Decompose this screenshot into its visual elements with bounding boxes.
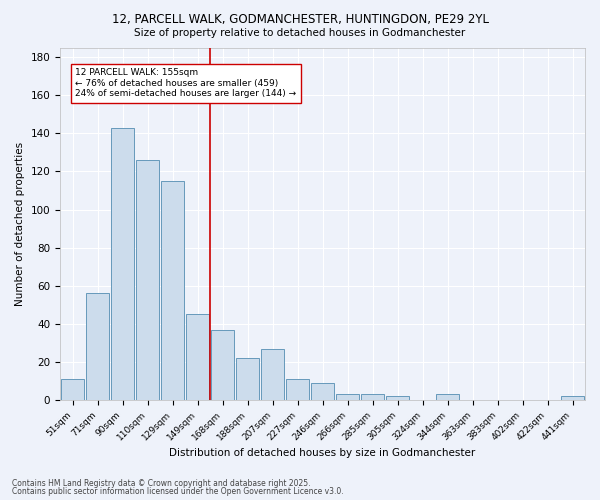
Bar	[161, 181, 184, 400]
Text: Size of property relative to detached houses in Godmanchester: Size of property relative to detached ho…	[134, 28, 466, 38]
Bar	[261, 348, 284, 400]
Y-axis label: Number of detached properties: Number of detached properties	[15, 142, 25, 306]
Bar	[61, 379, 84, 400]
Bar	[186, 314, 209, 400]
Text: 12, PARCELL WALK, GODMANCHESTER, HUNTINGDON, PE29 2YL: 12, PARCELL WALK, GODMANCHESTER, HUNTING…	[112, 12, 488, 26]
Bar	[136, 160, 159, 400]
Bar	[86, 294, 109, 400]
Bar	[111, 128, 134, 400]
Bar	[311, 383, 334, 400]
Bar	[236, 358, 259, 400]
Text: Contains public sector information licensed under the Open Government Licence v3: Contains public sector information licen…	[12, 487, 344, 496]
Bar	[211, 330, 234, 400]
Text: Contains HM Land Registry data © Crown copyright and database right 2025.: Contains HM Land Registry data © Crown c…	[12, 478, 311, 488]
Bar	[361, 394, 384, 400]
X-axis label: Distribution of detached houses by size in Godmanchester: Distribution of detached houses by size …	[169, 448, 476, 458]
Bar	[286, 379, 309, 400]
Bar	[561, 396, 584, 400]
Bar	[336, 394, 359, 400]
Text: 12 PARCELL WALK: 155sqm
← 76% of detached houses are smaller (459)
24% of semi-d: 12 PARCELL WALK: 155sqm ← 76% of detache…	[75, 68, 296, 98]
Bar	[386, 396, 409, 400]
Bar	[436, 394, 459, 400]
